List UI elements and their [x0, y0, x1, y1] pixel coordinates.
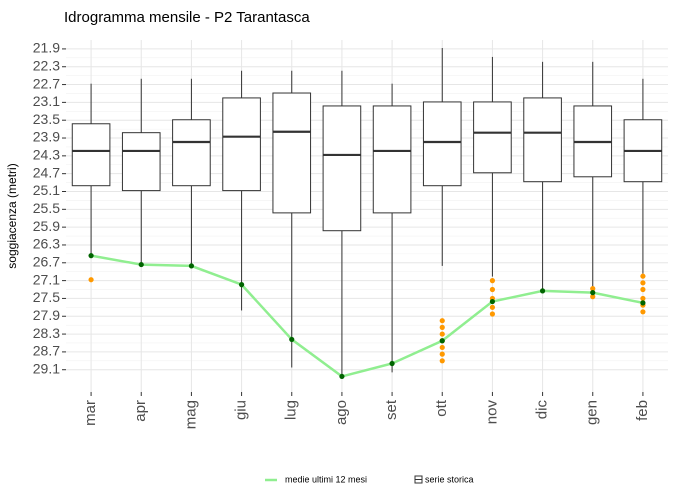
outlier: [640, 309, 646, 315]
y-tick-label: 21.9: [33, 40, 60, 56]
box: [222, 97, 261, 192]
box: [272, 92, 312, 214]
x-tick-label: gen: [584, 400, 601, 425]
box: [372, 105, 412, 214]
box: [473, 101, 512, 174]
outlier: [640, 280, 646, 286]
mean-point: [640, 300, 646, 306]
mean-point: [188, 263, 195, 269]
box: [71, 123, 111, 187]
y-tick-label: 27.5: [33, 289, 60, 305]
y-tick-label: 25.1: [33, 182, 60, 198]
y-tick-label: 29.1: [33, 360, 60, 376]
x-tick-label: dic: [534, 400, 551, 420]
x-tick-label: mag: [182, 400, 199, 429]
y-tick-label: 24.7: [33, 164, 60, 180]
outlier: [439, 351, 445, 357]
mean-point: [289, 336, 295, 343]
outlier: [640, 273, 646, 279]
mean-line: [90, 254, 644, 378]
x-tick-label: ago: [333, 400, 350, 425]
outlier: [439, 358, 445, 364]
outlier: [640, 286, 646, 293]
mean-point: [489, 298, 496, 305]
x-tick-label: ott: [433, 399, 450, 417]
y-tick-label: 27.1: [33, 271, 60, 287]
y-tick-label: 23.9: [33, 129, 60, 145]
outlier: [439, 331, 445, 337]
legend-label: medie ultimi 12 mesi: [285, 474, 367, 484]
box: [523, 97, 562, 183]
mean-point: [389, 360, 395, 367]
mean-point: [339, 373, 345, 380]
mean-point: [439, 338, 445, 344]
outlier: [88, 277, 94, 283]
outlier: [439, 344, 445, 351]
x-tick-label: feb: [634, 400, 651, 421]
x-tick-label: nov: [483, 400, 500, 425]
outlier: [489, 304, 496, 310]
box: [121, 132, 161, 192]
outlier: [640, 295, 646, 302]
x-tick-label: apr: [132, 400, 149, 422]
chart-title: Idrogramma mensile - P2 Tarantasca: [64, 9, 310, 26]
mean-point: [590, 290, 596, 296]
x-tick-label: mar: [82, 400, 99, 426]
mean-point: [238, 282, 245, 288]
x-tick-label: giu: [233, 400, 250, 420]
outlier: [439, 318, 445, 324]
box: [322, 105, 362, 232]
outlier: [439, 324, 445, 330]
box: [172, 119, 211, 187]
y-tick-label: 23.1: [33, 93, 60, 109]
y-tick-label: 23.5: [33, 111, 60, 127]
y-tick-label: 25.5: [33, 200, 60, 216]
box: [422, 101, 462, 187]
legend-label: serie storica: [425, 474, 474, 484]
y-tick-label: 26.7: [33, 253, 60, 269]
x-tick-label: lug: [283, 400, 300, 420]
outlier: [590, 294, 596, 300]
outlier: [590, 286, 596, 292]
outlier: [489, 278, 496, 284]
mean-point: [138, 261, 144, 268]
y-tick-label: 26.3: [33, 236, 60, 252]
mean-point: [88, 253, 94, 259]
y-tick-label: 24.3: [33, 147, 60, 163]
y-tick-label: 28.7: [33, 343, 60, 359]
y-tick-label: 25.9: [33, 218, 60, 234]
y-axis-label: soggiacenza (metri): [5, 163, 19, 268]
y-tick-label: 27.9: [33, 307, 60, 323]
outlier: [489, 286, 496, 293]
y-tick-label: 28.3: [33, 325, 60, 341]
y-tick-label: 22.7: [33, 75, 60, 91]
outlier: [489, 311, 496, 317]
x-tick-label: set: [383, 399, 400, 420]
y-tick-label: 22.3: [33, 57, 60, 73]
mean-point: [539, 288, 546, 294]
